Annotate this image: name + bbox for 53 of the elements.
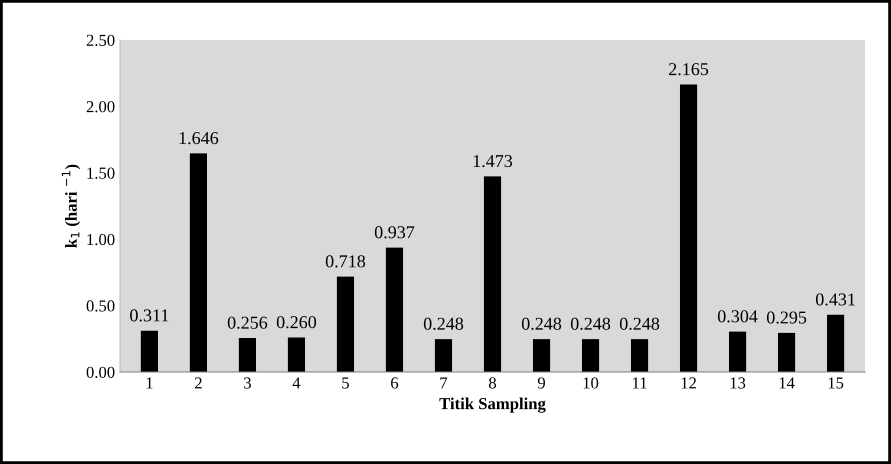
y-tick-label: 2.00	[86, 101, 115, 112]
x-tick-label: 2	[194, 377, 202, 388]
x-tick-label: 1	[146, 377, 153, 388]
data-label: 2.165	[669, 63, 708, 76]
x-tick-label: 10	[584, 377, 598, 389]
data-label: 0.248	[570, 318, 610, 330]
x-tick-label: 4	[292, 377, 300, 388]
x-tick-label: 14	[780, 377, 795, 388]
bar	[288, 337, 306, 372]
x-tick-label: 8	[488, 377, 496, 389]
data-label: 0.295	[766, 311, 806, 324]
x-tick-label: 5	[342, 378, 349, 389]
data-label: 0.311	[130, 309, 168, 322]
bar	[630, 339, 648, 372]
x-tick-label: 11	[632, 377, 647, 388]
bar	[140, 330, 158, 372]
x-tick-label: 9	[538, 377, 545, 389]
y-tick-label: 1.00	[87, 234, 115, 246]
bar	[238, 338, 256, 372]
y-tick-label: 0.50	[86, 300, 115, 312]
y-tick-label: 0.00	[86, 366, 115, 378]
bar	[484, 176, 502, 372]
x-tick-label: 3	[244, 377, 251, 389]
data-label: 0.304	[718, 310, 758, 322]
bar	[582, 339, 600, 372]
data-label: 0.248	[424, 318, 464, 330]
data-label: 1.473	[474, 155, 512, 168]
x-tick-label: 13	[730, 377, 746, 389]
bar	[190, 153, 207, 372]
data-label: 0.260	[276, 316, 316, 328]
x-axis-title: Titik Sampling	[439, 398, 546, 413]
data-label: 0.248	[620, 318, 660, 330]
x-tick-label: 12	[682, 377, 696, 388]
y-tick-label: 2.50	[86, 34, 115, 46]
x-tick-label: 6	[391, 377, 398, 389]
x-tick-label: 7	[440, 378, 448, 388]
bar	[434, 339, 452, 372]
data-label: 1.646	[180, 132, 218, 144]
data-label: 0.431	[816, 293, 855, 306]
bar	[336, 276, 354, 372]
bar	[386, 248, 404, 372]
data-label: 0.718	[326, 255, 366, 268]
data-label: 0.248	[522, 318, 562, 330]
bar	[827, 314, 844, 372]
y-axis-title: k$_{1}$ (hari $^{−1}$)	[62, 164, 80, 248]
x-tick-label: 15	[828, 377, 844, 389]
bar	[778, 332, 796, 372]
data-label: 0.256	[228, 316, 268, 329]
bar	[728, 332, 746, 372]
bar	[532, 339, 550, 372]
data-label: 0.937	[374, 226, 414, 238]
y-tick-label: 1.50	[87, 168, 115, 179]
bar	[680, 84, 698, 372]
